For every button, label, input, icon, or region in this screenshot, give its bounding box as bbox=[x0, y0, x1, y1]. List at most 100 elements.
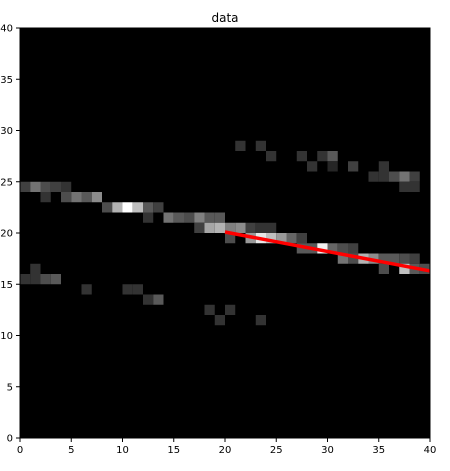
heatmap-cell bbox=[399, 263, 410, 274]
heatmap-cell bbox=[399, 171, 410, 182]
heatmap-cell bbox=[153, 294, 164, 305]
heatmap-cell bbox=[266, 151, 277, 162]
heatmap-cell bbox=[40, 181, 51, 192]
heatmap-cell bbox=[30, 263, 41, 274]
heatmap-cell bbox=[20, 274, 31, 285]
x-tick-label: 15 bbox=[167, 445, 180, 456]
y-tick-label: 30 bbox=[0, 126, 13, 137]
x-tick-label: 35 bbox=[372, 445, 385, 456]
y-tick-label: 0 bbox=[7, 434, 13, 445]
heatmap-cell bbox=[235, 140, 246, 151]
y-axis: 0 5 10 15 20 25 30 35 40 bbox=[0, 24, 20, 445]
heatmap-cell bbox=[122, 202, 133, 213]
heatmap-cell bbox=[214, 315, 225, 326]
heatmap-cell bbox=[255, 140, 266, 151]
x-tick-label: 5 bbox=[68, 445, 74, 456]
heatmap-cell bbox=[348, 161, 359, 172]
heatmap-cell bbox=[399, 253, 410, 264]
heatmap-cell bbox=[409, 253, 420, 264]
heatmap-cell bbox=[266, 222, 277, 233]
heatmap-cell bbox=[307, 161, 318, 172]
heatmap-cell bbox=[255, 222, 266, 233]
heatmap-cell bbox=[327, 151, 338, 162]
heatmap-cell bbox=[30, 181, 41, 192]
x-tick-label: 40 bbox=[424, 445, 437, 456]
y-tick-label: 35 bbox=[0, 75, 13, 86]
heatmap-cell bbox=[317, 151, 328, 162]
heatmap-cell bbox=[286, 233, 297, 244]
heatmap-cell bbox=[30, 274, 41, 285]
heatmap-cell bbox=[378, 161, 389, 172]
heatmap-cell bbox=[40, 192, 51, 203]
heatmap-cell bbox=[71, 192, 82, 203]
heatmap-cell bbox=[378, 263, 389, 274]
y-tick-label: 5 bbox=[7, 382, 13, 393]
heatmap-cell bbox=[276, 233, 287, 244]
chart-title: data bbox=[211, 11, 238, 25]
y-tick-label: 10 bbox=[0, 331, 13, 342]
plot-area bbox=[19, 27, 431, 439]
heatmap-cell bbox=[61, 181, 72, 192]
x-tick-label: 25 bbox=[270, 445, 283, 456]
x-tick-label: 20 bbox=[219, 445, 232, 456]
heatmap-cell bbox=[327, 243, 338, 254]
heatmap-cell bbox=[378, 253, 389, 264]
heatmap-cell bbox=[389, 253, 400, 264]
y-tick-label: 25 bbox=[0, 177, 13, 188]
heatmap-cell bbox=[91, 192, 102, 203]
heatmap-cell bbox=[102, 202, 113, 213]
heatmap-cell bbox=[214, 222, 225, 233]
heatmap-cell bbox=[337, 243, 348, 254]
heatmap-cell bbox=[204, 304, 215, 315]
heatmap-cell bbox=[204, 222, 215, 233]
heatmap-cell bbox=[143, 202, 154, 213]
heatmap-cell bbox=[163, 212, 174, 223]
heatmap-cell bbox=[81, 192, 92, 203]
heatmap-cell bbox=[368, 171, 379, 182]
heatmap-cell bbox=[50, 181, 61, 192]
heatmap-cell bbox=[204, 212, 215, 223]
heatmap-cell bbox=[266, 233, 277, 244]
heatmap-cell bbox=[255, 315, 266, 326]
y-tick-label: 15 bbox=[0, 280, 13, 291]
heatmap-cell bbox=[317, 243, 328, 254]
x-axis: 0 5 10 15 20 25 30 35 40 bbox=[17, 438, 437, 456]
heatmap-cell bbox=[296, 233, 307, 244]
heatmap-cell bbox=[399, 181, 410, 192]
heatmap-cell bbox=[40, 274, 51, 285]
x-tick-label: 30 bbox=[321, 445, 334, 456]
heatmap-cell bbox=[153, 202, 164, 213]
heatmap-cell bbox=[409, 181, 420, 192]
y-tick-label: 20 bbox=[0, 229, 13, 240]
heatmap-cell bbox=[184, 212, 195, 223]
heatmap-cell bbox=[20, 181, 31, 192]
heatmap-cell bbox=[214, 212, 225, 223]
heatmap-cell bbox=[348, 253, 359, 264]
heatmap-cell bbox=[296, 243, 307, 254]
fit-line bbox=[224, 230, 431, 273]
heatmap-cell bbox=[348, 243, 359, 254]
heatmap-cell bbox=[81, 284, 92, 295]
heatmap-cell bbox=[132, 202, 143, 213]
heatmap-cell bbox=[225, 233, 236, 244]
heatmap-cell bbox=[50, 274, 61, 285]
heatmap-cell bbox=[389, 171, 400, 182]
heatmap-cell bbox=[337, 253, 348, 264]
heatmap-cell bbox=[61, 192, 72, 203]
heatmap-cell bbox=[235, 222, 246, 233]
heatmap-cell bbox=[143, 294, 154, 305]
heatmap-cell bbox=[132, 284, 143, 295]
heatmap-cell bbox=[122, 284, 133, 295]
heatmap-cell bbox=[194, 222, 205, 233]
heatmap-cell bbox=[296, 151, 307, 162]
heatmap-cell bbox=[225, 304, 236, 315]
heatmap-cell bbox=[409, 171, 420, 182]
heatmap-cell bbox=[245, 222, 256, 233]
heatmap-cell bbox=[143, 212, 154, 223]
heatmap-cell bbox=[194, 212, 205, 223]
heatmap-cell bbox=[173, 212, 184, 223]
x-tick-label: 0 bbox=[17, 445, 23, 456]
heatmap-cell bbox=[225, 222, 236, 233]
y-tick-label: 40 bbox=[0, 24, 13, 35]
